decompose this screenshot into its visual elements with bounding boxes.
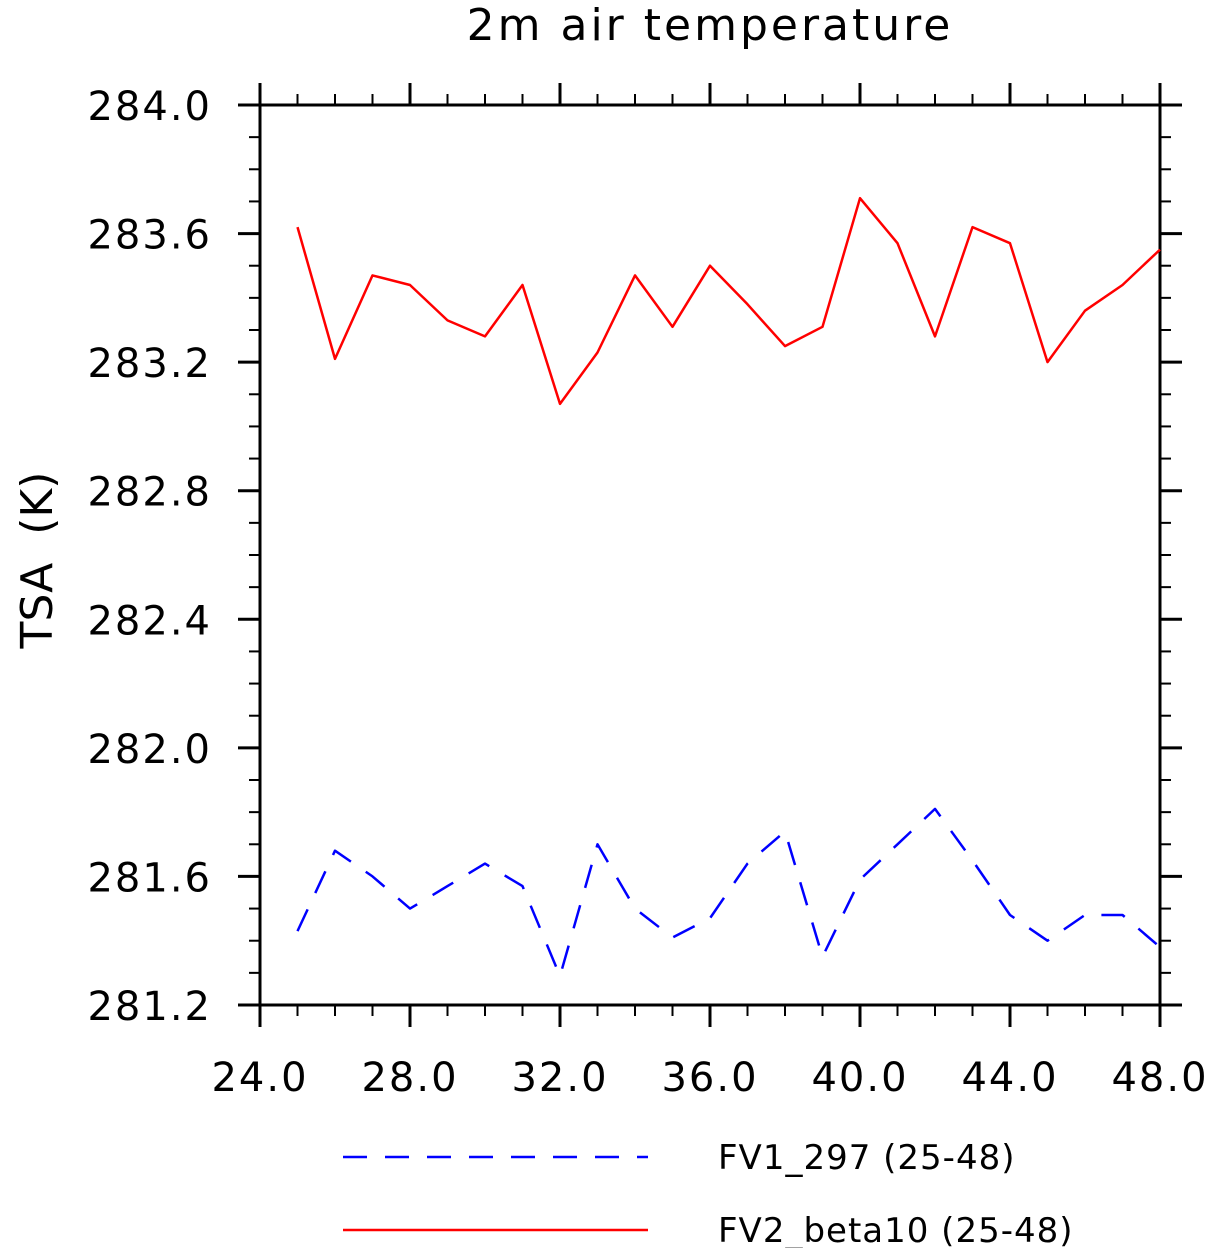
y-axis-label: TSA (K) — [12, 472, 63, 650]
x-tick-label: 44.0 — [961, 1055, 1058, 1101]
x-tick-label: 48.0 — [1111, 1055, 1207, 1101]
y-tick-label: 283.2 — [87, 341, 212, 387]
x-tick-label: 24.0 — [211, 1055, 308, 1101]
y-tick-label: 282.4 — [87, 598, 212, 644]
plot-frame — [258, 103, 1162, 1007]
series-line-fv2 — [296, 196, 1161, 406]
y-tick-label: 283.6 — [87, 213, 212, 259]
series-line-fv1 — [296, 807, 1161, 978]
x-tick-label: 28.0 — [361, 1055, 458, 1101]
y-tick-label: 281.6 — [87, 855, 212, 901]
series-lines — [296, 196, 1161, 978]
x-tick-label: 40.0 — [811, 1055, 908, 1101]
axis-ticks — [238, 83, 1182, 1027]
y-tick-label: 282.0 — [87, 727, 212, 773]
y-tick-label: 282.8 — [87, 470, 212, 516]
legend: FV1_297 (25-48) FV2_beta10 (25-48) — [343, 1138, 1074, 1248]
legend-label-fv2: FV2_beta10 (25-48) — [718, 1211, 1074, 1248]
legend-label-fv1: FV1_297 (25-48) — [718, 1138, 1015, 1178]
axis-tick-labels: 24.0 28.0 32.0 36.0 40.0 44.0 48.0 281.2 281.6 28… — [87, 84, 1207, 1101]
x-tick-label: 32.0 — [511, 1055, 608, 1101]
x-tick-label: 36.0 — [661, 1055, 758, 1101]
y-tick-label: 284.0 — [87, 84, 212, 130]
chart-title: 2m air temperature — [467, 0, 954, 51]
y-tick-label: 281.2 — [87, 984, 212, 1030]
